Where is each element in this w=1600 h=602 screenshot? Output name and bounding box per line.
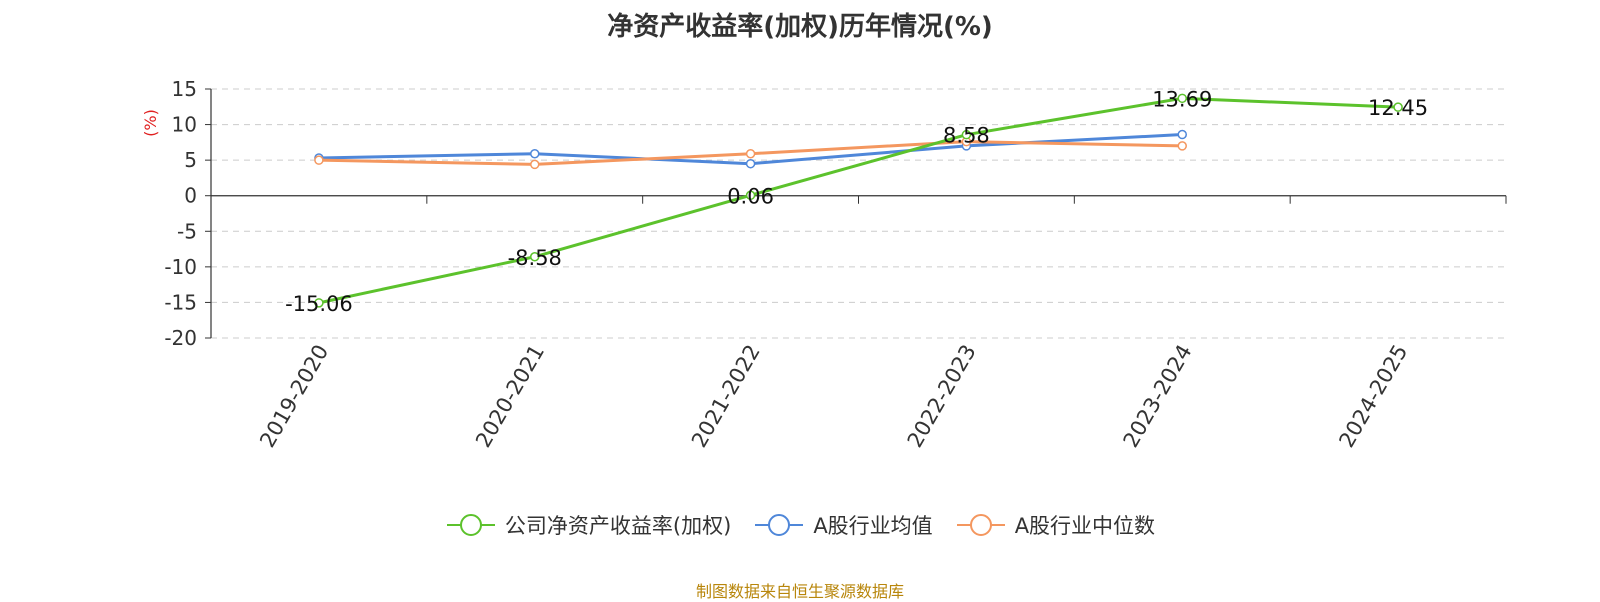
data-point [530, 252, 540, 262]
data-source-note: 制图数据来自恒生聚源数据库 [695, 582, 904, 601]
data-label: 12.45 [1368, 96, 1428, 120]
y-tick-label: -15 [164, 290, 197, 314]
series-line [318, 96, 1399, 305]
y-tick-label: 10 [172, 113, 197, 137]
data-point [1177, 93, 1187, 104]
chart-title: 净资产收益率(加权)历年情况(%) [607, 12, 993, 42]
y-tick-label: -10 [164, 255, 197, 279]
legend-label: A股行业中位数 [1014, 514, 1156, 538]
legend-line-circle-icon [956, 514, 1005, 536]
data-label: 8.58 [943, 124, 990, 148]
y-tick-label: -20 [164, 326, 197, 350]
legend-line-circle-icon [446, 514, 495, 536]
legend-item[interactable]: 公司净资产收益率(加权) [445, 510, 731, 540]
y-tick-label: 5 [184, 148, 197, 172]
data-label: -8.58 [508, 246, 562, 270]
x-tick-label: 2019-2020 [255, 341, 333, 452]
data-point [745, 148, 756, 159]
legend-label: 公司净资产收益率(加权) [504, 514, 732, 538]
chart-legend: 公司净资产收益率(加权) A股行业均值 A股行业中位数 [0, 510, 1600, 540]
data-label: 0.06 [727, 184, 774, 208]
y-axis-label: (%) [141, 109, 160, 137]
x-tick-label: 2024-2025 [1334, 341, 1412, 452]
x-tick-label: 2020-2021 [471, 341, 549, 452]
data-label: -15.06 [285, 292, 353, 316]
data-point [1177, 141, 1187, 151]
data-point [745, 190, 756, 201]
y-tick-label: 0 [184, 184, 197, 208]
legend-label: A股行业均值 [813, 514, 933, 538]
data-point [530, 148, 540, 159]
legend-item[interactable]: A股行业中位数 [955, 510, 1155, 540]
y-tick-label: -5 [177, 219, 197, 243]
data-point [314, 298, 324, 308]
data-point [1177, 129, 1187, 140]
data-point [314, 155, 324, 165]
data-point [1393, 102, 1403, 112]
x-tick-label: 2023-2024 [1119, 341, 1197, 452]
data-label: 13.69 [1152, 87, 1212, 111]
data-point [961, 129, 972, 140]
legend-item[interactable]: A股行业均值 [753, 510, 933, 540]
data-point [530, 159, 540, 170]
x-tick-label: 2021-2022 [687, 341, 765, 452]
y-tick-label: 15 [172, 77, 197, 101]
legend-line-circle-icon [755, 514, 804, 536]
line-chart: (%) 15 10 5 0 -5 -10 -15 -20 2019-2020 2020-2021 2… [141, 77, 1507, 452]
x-tick-label: 2022-2023 [903, 341, 981, 452]
data-point [745, 158, 756, 169]
